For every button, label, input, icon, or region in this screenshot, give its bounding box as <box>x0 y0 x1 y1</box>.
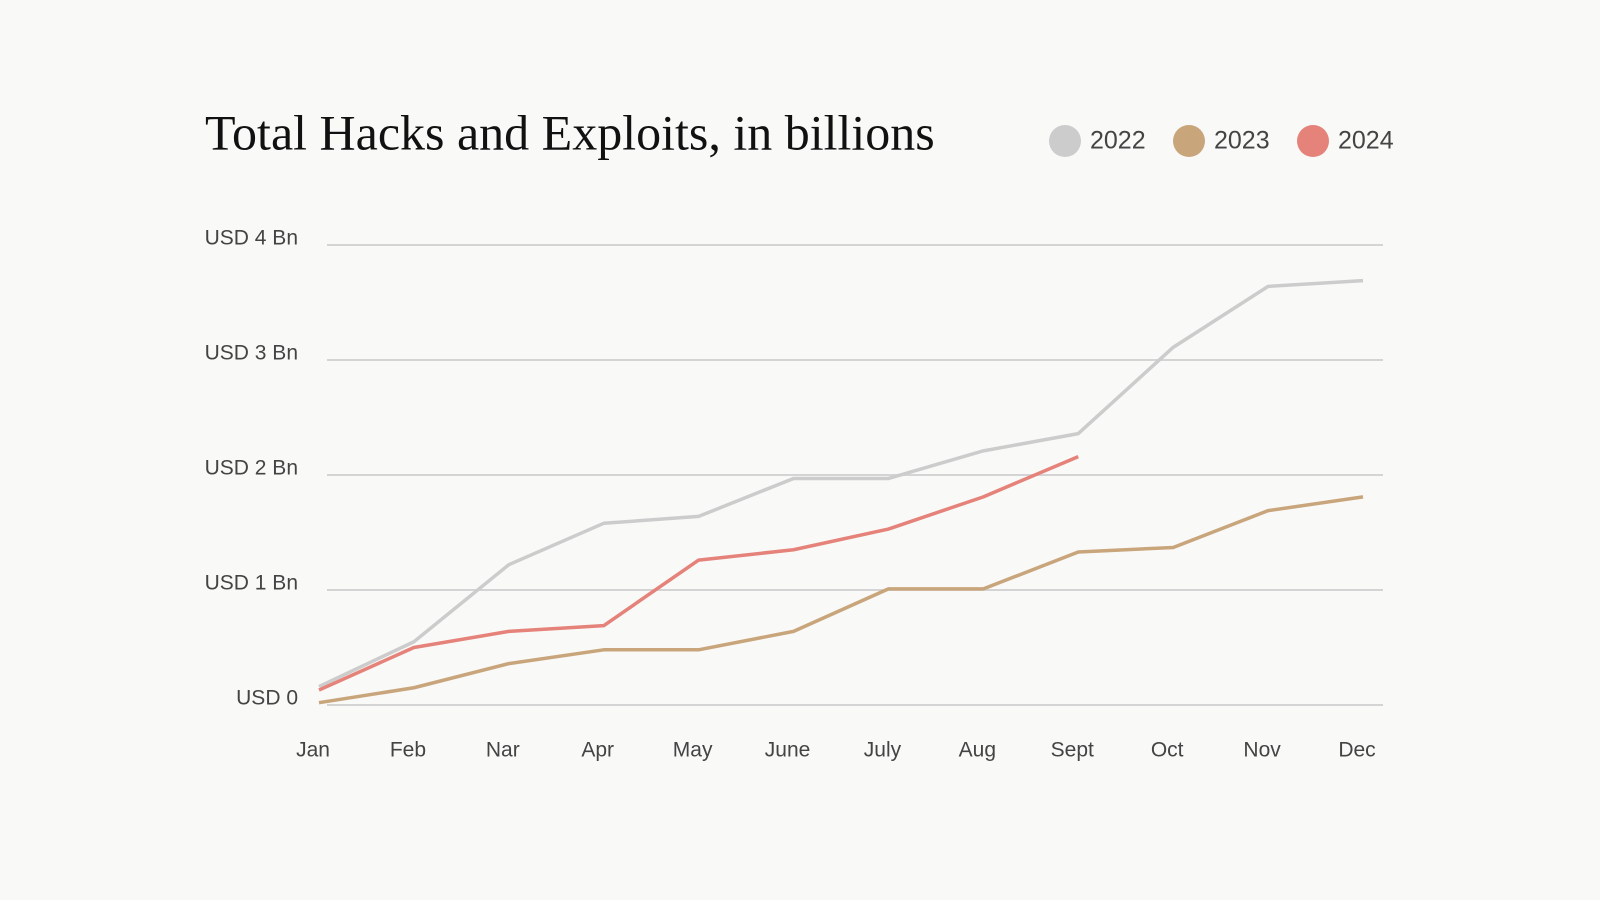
series-line <box>318 454 1079 692</box>
legend-label: 2024 <box>1338 127 1394 155</box>
x-tick-label: Aug <box>959 739 996 762</box>
x-tick-label: Nar <box>486 739 520 762</box>
x-tick-label: Jan <box>296 739 330 762</box>
y-tick-label: USD 4 Bn <box>205 227 298 250</box>
chart-title: Total Hacks and Exploits, in billions <box>205 104 935 160</box>
y-tick-label: USD 1 Bn <box>205 572 298 595</box>
series-line <box>318 495 1364 705</box>
y-tick-label: USD 3 Bn <box>205 342 298 365</box>
legend-label: 2022 <box>1090 127 1146 155</box>
x-tick-label: Oct <box>1151 739 1184 762</box>
y-tick-label: USD 0 <box>236 687 298 710</box>
x-tick-label: Nov <box>1243 739 1281 762</box>
x-tick-label: Dec <box>1338 739 1375 762</box>
x-tick-label: June <box>765 739 811 762</box>
legend-swatch <box>1297 125 1329 157</box>
x-tick-label: Sept <box>1051 739 1094 762</box>
x-tick-label: Feb <box>390 739 426 762</box>
legend-swatch <box>1049 125 1081 157</box>
x-tick-label: Apr <box>581 739 614 762</box>
legend-label: 2023 <box>1214 127 1270 155</box>
series-line <box>318 278 1364 689</box>
legend-swatch <box>1173 125 1205 157</box>
x-tick-label: July <box>864 739 902 762</box>
x-tick-label: May <box>673 739 713 762</box>
y-tick-label: USD 2 Bn <box>205 457 298 480</box>
